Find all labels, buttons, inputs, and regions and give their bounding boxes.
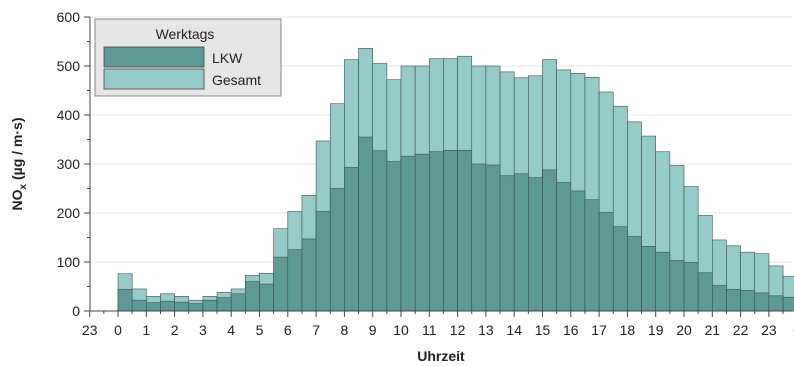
bar-lkw: [584, 199, 600, 312]
bar-lkw: [386, 161, 402, 312]
bar-lkw: [131, 299, 147, 312]
x-tick-label: 9: [369, 322, 377, 338]
bar-lkw: [485, 164, 501, 312]
bar-lkw: [669, 260, 685, 312]
x-tick-label: 18: [620, 322, 636, 338]
y-tick-label: 500: [57, 58, 81, 74]
x-tick-label: 23: [761, 322, 777, 338]
bar-lkw: [174, 301, 190, 312]
x-tick-label: 5: [256, 322, 264, 338]
bar-lkw: [782, 296, 794, 312]
bar-lkw: [146, 302, 161, 312]
x-tick-label: 23: [82, 322, 98, 338]
y-tick-label: 400: [57, 107, 81, 123]
bar-lkw: [287, 249, 303, 312]
legend-label-lkw: LKW: [212, 50, 243, 66]
bar-lkw: [556, 182, 572, 312]
bar-lkw: [301, 238, 317, 312]
y-axis-label-unit: (µg / m·s): [9, 118, 25, 184]
x-tick-label: 19: [648, 322, 664, 338]
bar-lkw: [768, 295, 784, 312]
bar-lkw: [499, 175, 515, 312]
y-axis-label-main: NO: [9, 189, 25, 210]
x-tick-label: 11: [422, 322, 437, 338]
bar-lkw: [641, 246, 656, 312]
x-tick-label: 12: [450, 322, 466, 338]
bar-lkw: [202, 299, 218, 312]
x-tick-label: 1: [142, 322, 150, 338]
x-tick-label: 2: [171, 322, 179, 338]
legend-title: Werktags: [156, 26, 215, 42]
bar-lkw: [315, 211, 331, 312]
bar-lkw: [329, 188, 345, 312]
bar-lkw: [160, 300, 175, 312]
bar-lkw: [230, 293, 246, 312]
legend: Werktags LKW Gesamt: [94, 18, 282, 97]
y-axis-ticks: 0 100 200 300 400 500 600: [57, 9, 90, 319]
x-tick-label: 8: [341, 322, 349, 338]
y-tick-label: 0: [72, 303, 80, 319]
bar-lkw: [443, 149, 458, 312]
x-tick-label: 7: [312, 322, 320, 338]
y-axis-label-subscript: x: [18, 183, 29, 189]
x-tick-label: 6: [284, 322, 292, 338]
y-axis-label: NOx (µg / m·s): [9, 118, 29, 211]
x-tick-label: 0: [114, 322, 122, 338]
bar-lkw: [513, 173, 529, 312]
legend-swatch-lkw: [103, 46, 205, 68]
bar-lkw: [726, 289, 741, 312]
bar-lkw: [344, 167, 359, 312]
x-tick-label: 14: [506, 322, 522, 338]
y-tick-label: 300: [57, 156, 81, 172]
x-tick-label: 3: [199, 322, 207, 338]
bar-lkw: [471, 163, 487, 312]
x-tick-label: 21: [705, 322, 721, 338]
x-tick-label: 15: [535, 322, 551, 338]
x-tick-label: 16: [563, 322, 579, 338]
x-tick-label: 10: [393, 322, 409, 338]
x-axis-label: Uhrzeit: [417, 348, 465, 364]
bar-lkw: [655, 251, 671, 312]
bar-lkw: [570, 190, 586, 312]
bar-lkw: [428, 151, 444, 312]
bar-lkw: [711, 285, 727, 312]
bar-lkw: [400, 155, 416, 312]
x-tick-label: 22: [733, 322, 749, 338]
x-tick-label: 13: [478, 322, 494, 338]
bar-lkw: [528, 177, 543, 312]
legend-swatch-gesamt: [103, 68, 205, 90]
bar-lkw: [542, 169, 557, 312]
x-tick-label: 4: [227, 322, 235, 338]
bar-lkw: [740, 290, 756, 312]
bar-lkw: [598, 212, 614, 312]
legend-label-gesamt: Gesamt: [212, 72, 261, 88]
bar-lkw: [216, 297, 232, 312]
y-tick-label: 200: [57, 205, 81, 221]
bar-lkw: [627, 236, 642, 312]
x-axis-ticks: 23 0 1 2 3 4 5 6 7 8 9 10 11 12 13 14 15 16 17 18 19 20 21 22 23…: [82, 311, 794, 338]
bar-lkw: [188, 303, 204, 312]
y-tick-label: 600: [57, 9, 81, 25]
y-tick-label: 100: [57, 254, 81, 270]
bar-lkw: [754, 292, 770, 312]
bar-lkw: [273, 256, 289, 312]
bar-lkw: [414, 153, 430, 312]
bar-lkw: [612, 226, 628, 312]
bar-lkw: [683, 262, 699, 312]
x-tick-label: 17: [591, 322, 607, 338]
bar-lkw: [697, 272, 713, 312]
bar-lkw: [245, 281, 260, 312]
x-tick-label: 20: [676, 322, 692, 338]
bar-lkw: [372, 150, 388, 312]
bar-lkw: [457, 149, 473, 312]
bar-lkw: [358, 136, 373, 312]
bar-lkw: [259, 283, 274, 312]
bar-lkw: [117, 289, 133, 312]
